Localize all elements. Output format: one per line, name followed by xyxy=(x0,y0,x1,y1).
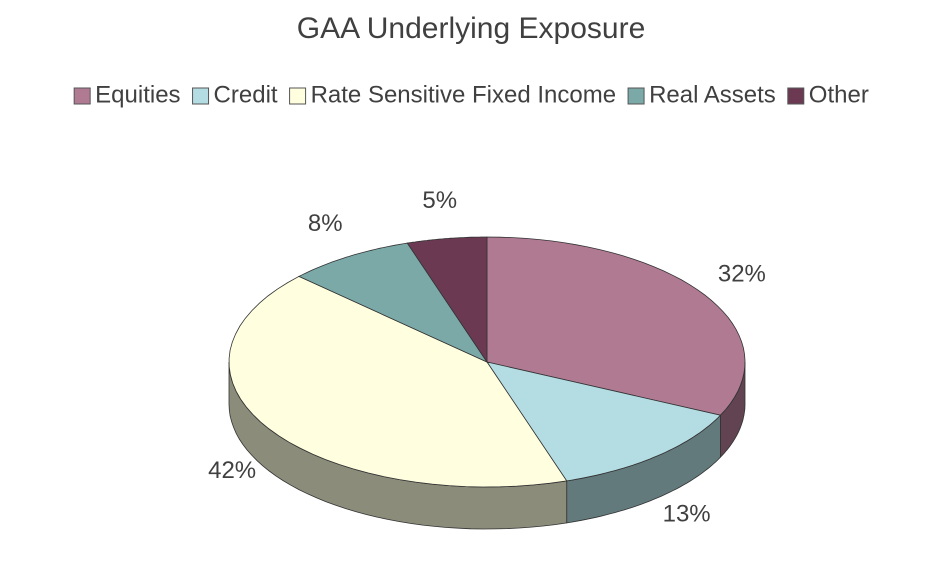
legend-label: Equities xyxy=(95,81,180,108)
slice xyxy=(486,361,722,482)
data-label: 13% xyxy=(663,501,711,528)
legend-label: Credit xyxy=(214,81,278,108)
legend-swatch xyxy=(627,87,645,105)
legend-swatch xyxy=(787,87,805,105)
slice xyxy=(486,236,746,416)
data-label: 32% xyxy=(718,260,766,287)
slice xyxy=(406,236,488,364)
data-label: 5% xyxy=(422,187,457,214)
data-label: 42% xyxy=(208,457,256,484)
legend-label: Other xyxy=(809,81,869,108)
legend-swatch xyxy=(289,87,307,105)
slice xyxy=(297,242,489,363)
legend: Equities Credit Rate Sensitive Fixed Incom… xyxy=(73,81,869,108)
legend-label: Real Assets xyxy=(649,81,776,108)
chart-title: GAA Underlying Exposure xyxy=(297,12,646,45)
legend-label: Rate Sensitive Fixed Income xyxy=(311,81,616,108)
legend-swatch xyxy=(192,87,210,105)
legend-swatch xyxy=(73,87,91,105)
slice xyxy=(228,275,568,488)
data-label: 8% xyxy=(308,210,343,237)
